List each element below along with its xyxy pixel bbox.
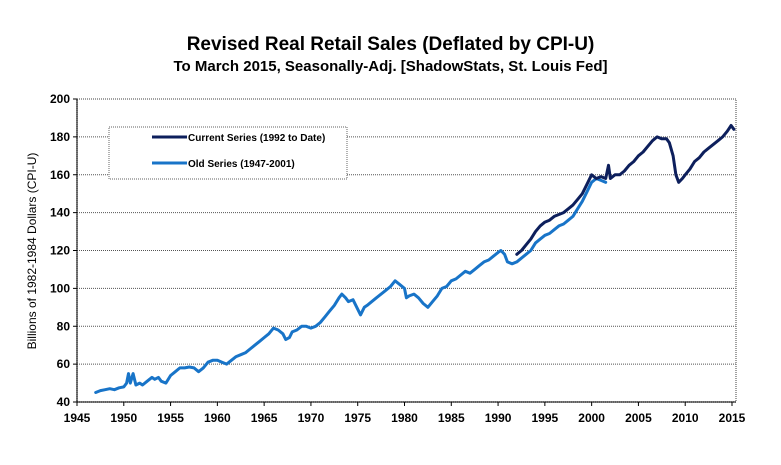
x-tick-label: 1980: [391, 411, 418, 425]
legend-label-old: Old Series (1947-2001): [188, 159, 295, 170]
y-tick-label: 40: [57, 395, 71, 409]
y-tick-label: 180: [50, 130, 70, 144]
y-tick-label: 60: [57, 357, 71, 371]
x-tick-label: 2005: [625, 411, 652, 425]
x-tick-label: 1955: [157, 411, 184, 425]
x-tick-label: 1970: [298, 411, 325, 425]
x-tick-label: 1950: [110, 411, 137, 425]
series-line-current: [515, 124, 736, 256]
chart-title: Revised Real Retail Sales (Deflated by C…: [186, 34, 595, 55]
x-tick-label: 1990: [485, 411, 512, 425]
y-tick-label: 200: [50, 92, 70, 106]
x-tick-label: 1960: [204, 411, 231, 425]
x-tick-label: 1985: [438, 411, 465, 425]
x-tick-label: 2015: [719, 411, 746, 425]
y-tick-label: 140: [50, 206, 70, 220]
y-tick-label: 160: [50, 168, 70, 182]
x-tick-label: 2000: [578, 411, 605, 425]
x-tick-label: 1945: [64, 411, 91, 425]
legend-label-current: Current Series (1992 to Date): [188, 133, 325, 144]
series-line-old: [94, 177, 608, 394]
y-axis-label: Billions of 1982-1984 Dollars (CPI-U): [25, 153, 39, 350]
x-axis-ticks: 1945 1950 1955 1960 1965 1970 1975 1980 1985 1990…: [64, 402, 746, 425]
y-tick-label: 120: [50, 244, 70, 258]
x-tick-label: 2010: [672, 411, 699, 425]
x-tick-label: 1995: [532, 411, 559, 425]
y-tick-label: 80: [57, 319, 71, 333]
series-group: [94, 124, 736, 394]
y-tick-label: 100: [50, 281, 70, 295]
legend: Current Series (1992 to Date) Old Series…: [108, 126, 348, 180]
y-axis-ticks: 40 60 80 100 120 140 160 180 200: [50, 92, 77, 409]
x-tick-label: 1975: [344, 411, 371, 425]
chart-subtitle: To March 2015, Seasonally-Adj. [ShadowSt…: [173, 58, 608, 75]
x-tick-label: 1965: [251, 411, 278, 425]
legend-box: [108, 126, 348, 180]
